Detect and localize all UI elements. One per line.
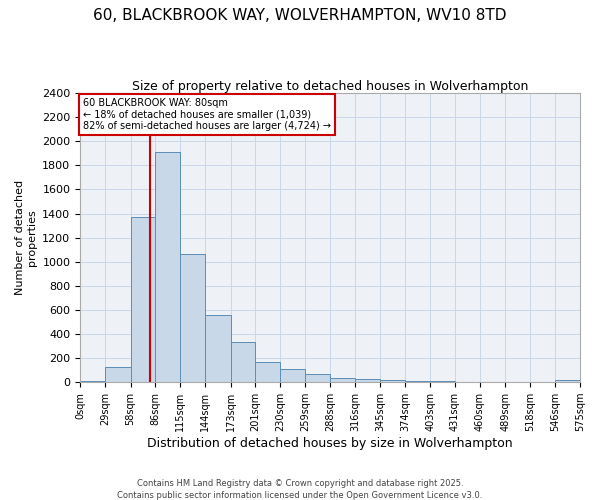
Bar (355, 379, 380, 382)
Bar (405, 381, 430, 382)
Bar (155, 152, 180, 382)
Text: 60, BLACKBROOK WAY, WOLVERHAMPTON, WV10 8TD: 60, BLACKBROOK WAY, WOLVERHAMPTON, WV10 … (93, 8, 507, 22)
Text: Contains HM Land Registry data © Crown copyright and database right 2025.
Contai: Contains HM Land Registry data © Crown c… (118, 478, 482, 500)
Bar (555, 380, 580, 382)
Bar (331, 378, 355, 382)
Bar (380, 380, 405, 382)
Bar (280, 369, 305, 382)
X-axis label: Distribution of detached houses by size in Wolverhampton: Distribution of detached houses by size … (147, 437, 513, 450)
Bar (230, 342, 255, 382)
Bar (106, 366, 131, 382)
Bar (131, 217, 155, 382)
Bar (80, 381, 106, 382)
Bar (305, 374, 331, 382)
Bar (205, 314, 230, 382)
Title: Size of property relative to detached houses in Wolverhampton: Size of property relative to detached ho… (132, 80, 528, 93)
Bar (180, 254, 205, 382)
Y-axis label: Number of detached
properties: Number of detached properties (15, 180, 37, 295)
Bar (255, 362, 280, 382)
Text: 60 BLACKBROOK WAY: 80sqm
← 18% of detached houses are smaller (1,039)
82% of sem: 60 BLACKBROOK WAY: 80sqm ← 18% of detach… (83, 98, 331, 131)
